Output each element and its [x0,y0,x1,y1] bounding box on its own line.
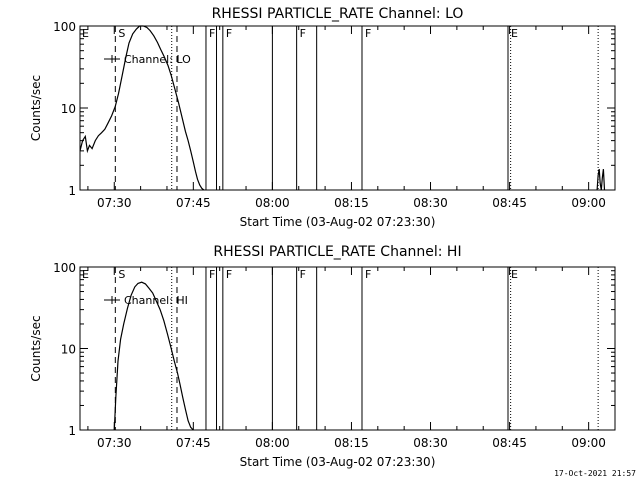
plot-frame [79,266,616,431]
plot-frame [79,25,616,191]
date-stamp: 17-Oct-2021 21:57 [554,469,636,478]
legend-label: Channel: HI [124,294,188,307]
event-marker-label: S [118,27,125,40]
event-marker-label: F [365,27,371,40]
chart-title: RHESSI PARTICLE_RATE Channel: HI [213,244,461,260]
y-tick-label: 1 [68,424,76,438]
event-marker-label: F [300,268,306,281]
edge-marker-label: E [82,268,89,281]
x-tick-label: 08:00 [255,196,290,210]
series-line [79,25,205,191]
event-marker-label: F [209,268,215,281]
series-line [113,281,194,431]
x-tick-label: 09:00 [571,196,606,210]
y-tick-label: 10 [61,102,76,116]
y-tick-label: 100 [53,20,76,34]
event-marker-label: F [365,268,371,281]
y-tick-label: 1 [68,184,76,198]
event-marker-label: F [209,27,215,40]
edge-marker-label: E [82,27,89,40]
event-marker-label: F [300,27,306,40]
event-marker-label: E [511,268,518,281]
y-tick-label: 100 [53,261,76,275]
event-marker-label: F [226,268,232,281]
x-tick-label: 08:30 [413,196,448,210]
x-tick-label: 07:45 [176,196,211,210]
x-tick-label: 07:30 [97,196,132,210]
x-tick-label: 08:45 [492,196,527,210]
y-tick-label: 10 [61,343,76,357]
series-line-secondary [596,168,606,191]
y-axis-label: Counts/sec [29,315,43,381]
event-marker-label: E [511,27,518,40]
y-axis-label: Counts/sec [29,75,43,141]
x-tick-label: 08:30 [413,436,448,450]
x-tick-label: 09:00 [571,436,606,450]
chart-title: RHESSI PARTICLE_RATE Channel: LO [212,6,464,22]
x-tick-label: 08:15 [334,436,369,450]
event-marker-label: S [118,268,125,281]
x-tick-label: 07:30 [97,436,132,450]
event-marker-label: F [226,27,232,40]
x-axis-label: Start Time (03-Aug-02 07:23:30) [240,215,436,229]
x-tick-label: 07:45 [176,436,211,450]
legend-label: Channel: LO [124,53,191,66]
x-tick-label: 08:15 [334,196,369,210]
x-axis-label: Start Time (03-Aug-02 07:23:30) [240,455,436,469]
x-tick-label: 08:45 [492,436,527,450]
x-tick-label: 08:00 [255,436,290,450]
